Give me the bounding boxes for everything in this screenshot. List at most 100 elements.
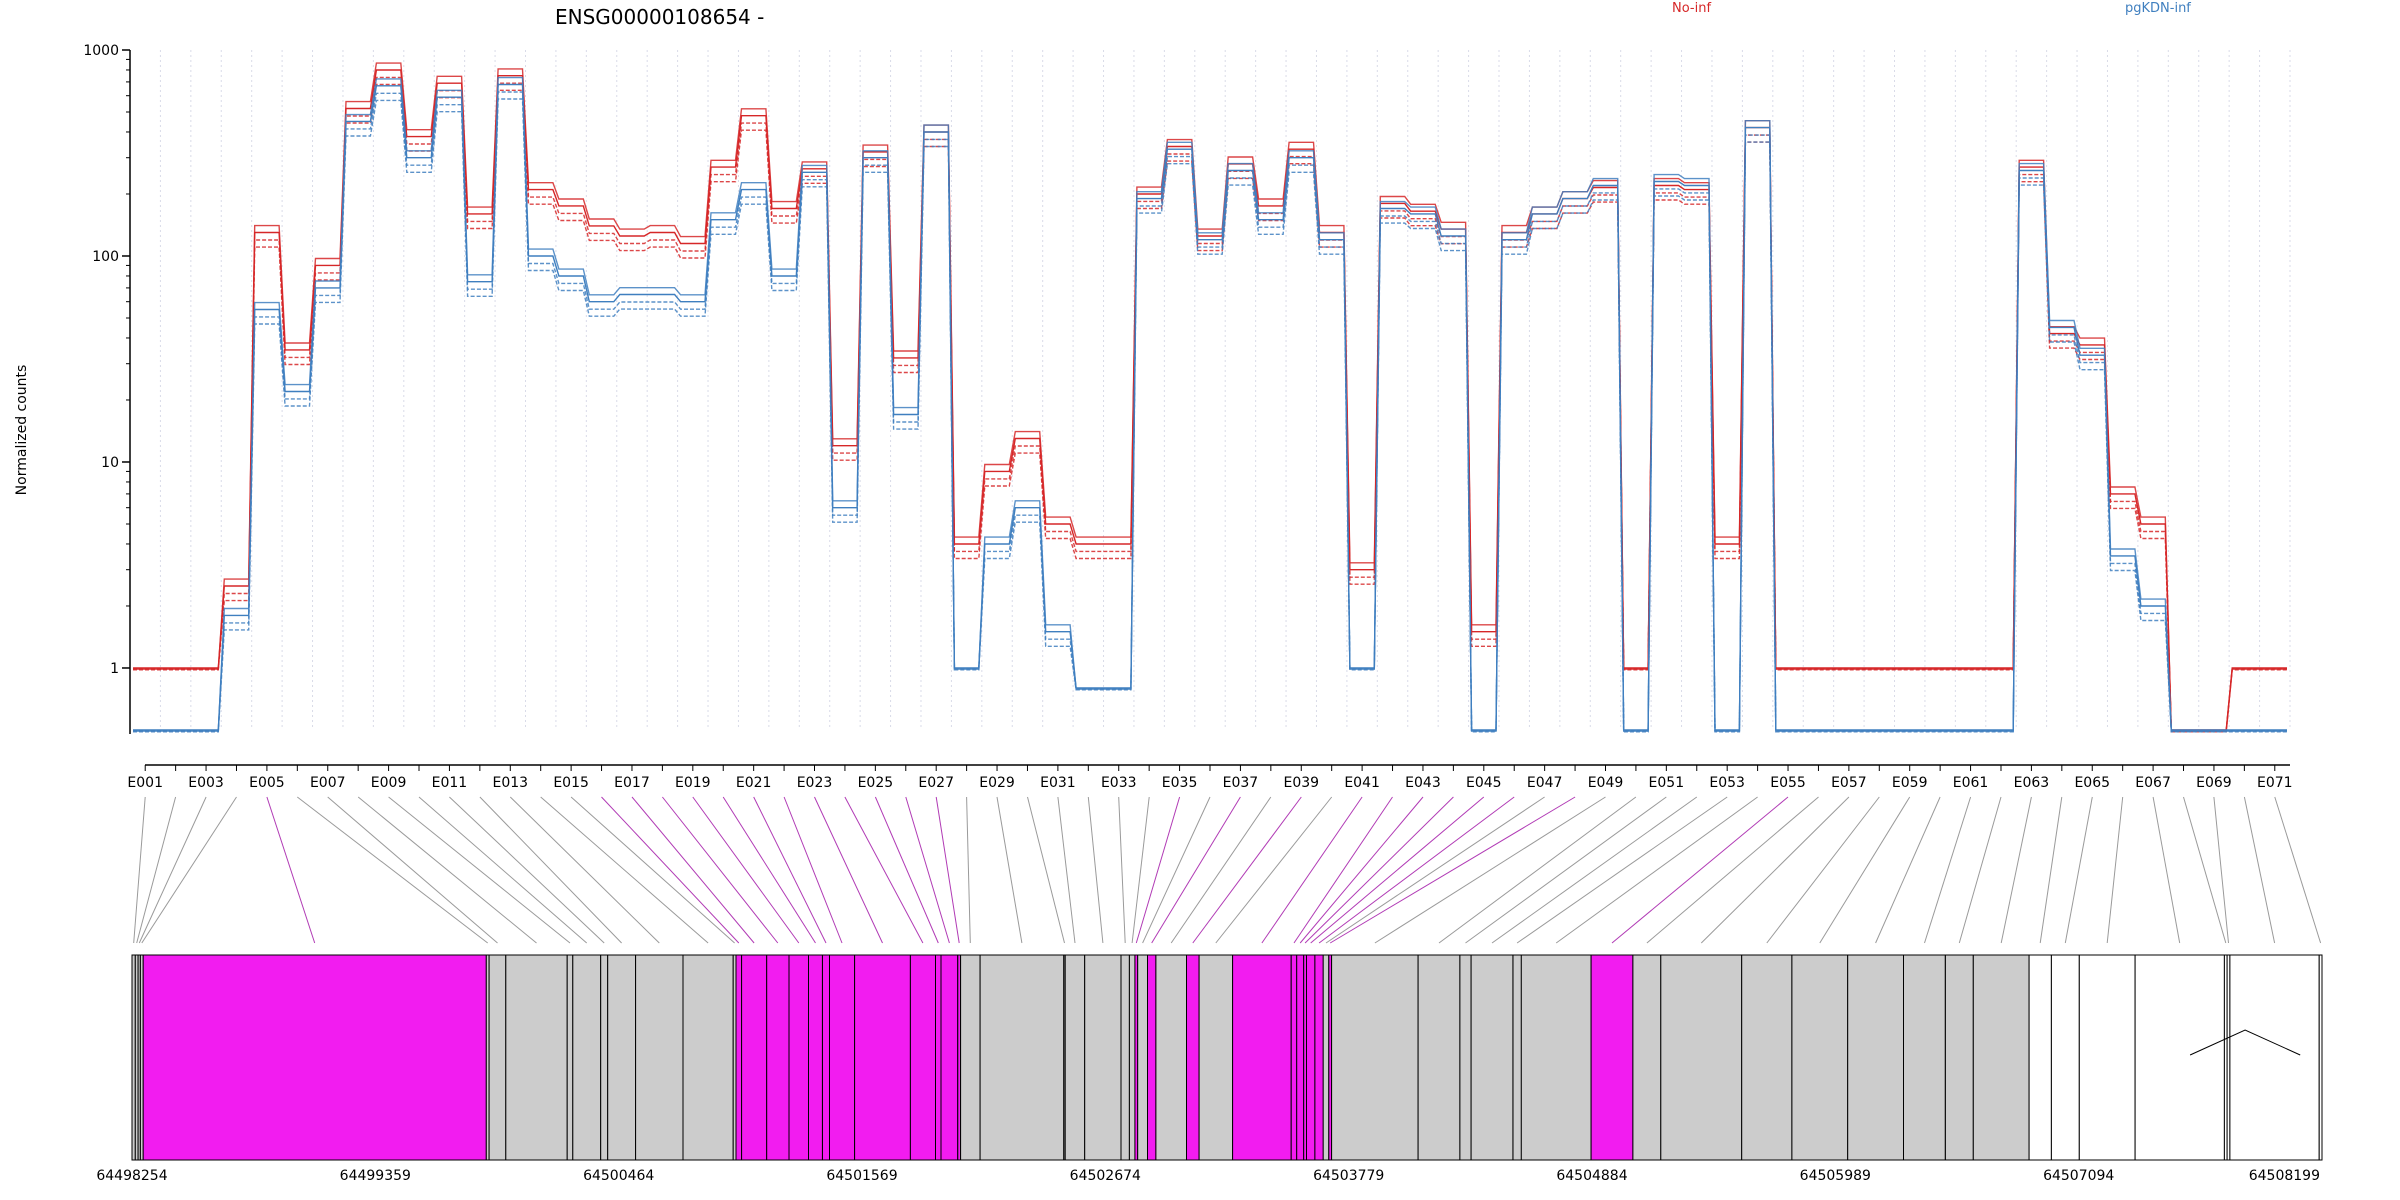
legend-no-inf: No-inf [1672, 1, 1711, 16]
intron-line [2189, 1029, 2301, 1056]
series-line-No-inf [133, 62, 2287, 732]
exon-connector [266, 796, 316, 944]
exon-box [635, 954, 684, 1161]
exon-box [1155, 954, 1188, 1161]
exon-connector [327, 796, 498, 944]
exon-tick-label: E025 [858, 775, 894, 791]
exon-connector [844, 796, 924, 944]
exon-connector [814, 796, 883, 944]
exon-box [142, 954, 487, 1161]
exon-connector [1766, 796, 1880, 944]
exon-connector [136, 796, 177, 944]
exon-tick-label: E063 [2014, 775, 2050, 791]
exon-box [1084, 954, 1122, 1161]
exon-tick-label: E029 [979, 775, 1015, 791]
exon-box [2229, 954, 2320, 1161]
exon-connector [1374, 796, 1606, 944]
genomic-tick-label: 64504884 [1556, 1168, 1627, 1184]
genomic-tick-label: 64505989 [1800, 1168, 1871, 1184]
exon-box [2318, 954, 2323, 1161]
exon-box [1417, 954, 1461, 1161]
exon-box [1186, 954, 1200, 1161]
exon-connector [1192, 796, 1302, 944]
exon-box [1314, 954, 1324, 1161]
exon-connector [1819, 796, 1911, 944]
exon-connector [2064, 796, 2093, 944]
exon-box [1847, 954, 1904, 1161]
exon-box [1331, 954, 1419, 1161]
exon-connector [1215, 796, 1333, 944]
exon-connector [479, 796, 622, 944]
exon-connector [2106, 796, 2124, 944]
exon-box [822, 954, 830, 1161]
exon-box [1120, 954, 1130, 1161]
exon-connector [1329, 796, 1576, 944]
exon-tick-label: E071 [2257, 775, 2293, 791]
exon-tick-label: E011 [432, 775, 468, 791]
exon-connector [2243, 796, 2276, 944]
exon-box [940, 954, 959, 1161]
exon-tick-label: E015 [553, 775, 589, 791]
exon-connector [1491, 796, 1698, 944]
y-axis-label: Normalized counts [14, 365, 30, 496]
exon-connector [1516, 796, 1728, 944]
y-tick-label: 1 [110, 661, 119, 677]
exon-connector [753, 796, 827, 944]
exon-connector [1318, 796, 1515, 944]
genomic-tick-label: 64498254 [96, 1168, 167, 1184]
exon-box [1903, 954, 1946, 1161]
exon-box [1128, 954, 1136, 1161]
exon-connector [1325, 796, 1545, 944]
exon-connector [1310, 796, 1485, 944]
exon-connector [388, 796, 571, 944]
exon-tick-label: E043 [1405, 775, 1441, 791]
genomic-tick-label: 64501569 [826, 1168, 897, 1184]
exon-tick-label: E017 [614, 775, 650, 791]
exon-box [1137, 954, 1148, 1161]
exon-box [1972, 954, 2030, 1161]
genomic-tick-label: 64508199 [2249, 1168, 2320, 1184]
exon-connector [1299, 796, 1424, 944]
exon-box [2078, 954, 2136, 1161]
exon-box [935, 954, 942, 1161]
exon-connector [540, 796, 709, 944]
exon-tick-label: E041 [1344, 775, 1380, 791]
exon-box [505, 954, 568, 1161]
exon-connector [1438, 796, 1637, 944]
exon-box [808, 954, 823, 1161]
exon-tick-label: E033 [1101, 775, 1137, 791]
exon-tick-label: E003 [188, 775, 224, 791]
exon-tick-label: E037 [1223, 775, 1259, 791]
exon-box [1198, 954, 1234, 1161]
exon-tick-label: E045 [1466, 775, 1502, 791]
exon-box [979, 954, 1065, 1161]
exon-box [1520, 954, 1592, 1161]
exon-connector [874, 796, 939, 944]
exon-box [1459, 954, 1472, 1161]
exon-box [1632, 954, 1662, 1161]
exon-tick-label: E065 [2074, 775, 2110, 791]
exon-tick-label: E049 [1588, 775, 1624, 791]
exon-connector [2152, 796, 2181, 944]
exon-box [829, 954, 856, 1161]
exon-connector [935, 796, 960, 944]
exon-connector [2183, 796, 2227, 944]
exon-connector [1027, 796, 1065, 944]
exon-box [1660, 954, 1743, 1161]
exon-connector [1142, 796, 1211, 944]
exon-tick-label: E067 [2135, 775, 2171, 791]
exon-box [1590, 954, 1634, 1161]
exon-connector [2000, 796, 2032, 944]
exon-box [1306, 954, 1316, 1161]
gene-model [131, 954, 2323, 1161]
exon-box [1232, 954, 1292, 1161]
y-tick-label: 1000 [83, 43, 119, 59]
exon-tick-label: E051 [1649, 775, 1685, 791]
exon-tick-label: E005 [249, 775, 285, 791]
y-tick-label: 10 [101, 455, 119, 471]
exon-box [909, 954, 937, 1161]
exon-connector [509, 796, 660, 944]
series-line-No-inf [133, 83, 2287, 733]
series-line-No-inf [133, 69, 2287, 731]
